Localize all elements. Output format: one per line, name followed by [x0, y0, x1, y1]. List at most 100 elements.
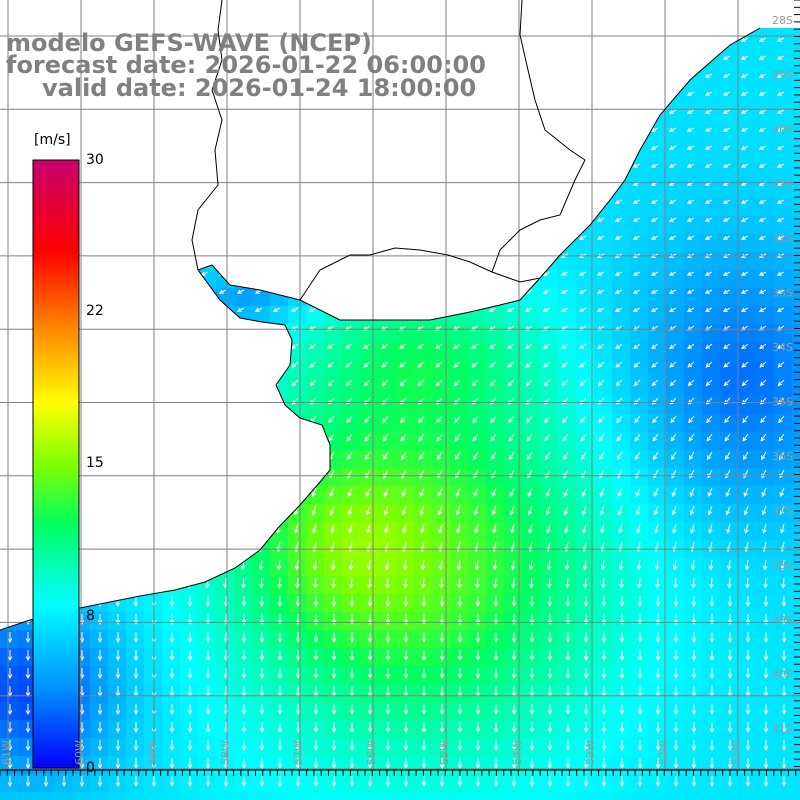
wind-arrow: [385, 758, 391, 770]
wind-speed-cell: [198, 702, 217, 721]
wind-arrow: [508, 433, 515, 442]
wind-arrow: [579, 379, 587, 387]
wind-speed-cell: [414, 504, 433, 523]
wind-speed-cell: [342, 468, 361, 487]
wind-speed-cell: [774, 666, 793, 685]
wind-speed-cell: [450, 486, 469, 505]
wind-arrow: [637, 595, 643, 608]
wind-arrow: [475, 704, 481, 716]
wind-arrow: [546, 559, 552, 571]
wind-arrow: [742, 433, 749, 442]
wind-speed-cell: [486, 684, 505, 703]
wind-arrow: [547, 668, 553, 680]
wind-speed-cell: [396, 648, 415, 667]
longitude-label: 53W: [584, 740, 597, 765]
wind-speed-cell: [612, 396, 631, 415]
wind-arrow: [565, 776, 571, 788]
wind-speed-cell: [216, 666, 235, 685]
wind-arrow: [601, 632, 607, 644]
wind-arrow: [780, 559, 786, 571]
wind-arrow: [205, 758, 211, 770]
wind-arrow: [277, 740, 283, 752]
wind-speed-cell: [378, 612, 397, 631]
wind-arrow: [456, 523, 461, 534]
wind-speed-cell: [414, 612, 433, 631]
wind-speed-cell: [486, 594, 505, 613]
wind-arrow: [725, 505, 731, 516]
latitude-label: 37S: [772, 505, 793, 518]
wind-speed-cell: [270, 666, 289, 685]
wind-speed-cell: [504, 720, 523, 739]
wind-arrow: [115, 776, 121, 788]
colorbar-tick-30: 30: [86, 152, 104, 168]
wind-speed-cell: [360, 720, 379, 739]
wind-arrow: [419, 505, 425, 516]
wind-arrow: [491, 451, 497, 461]
wind-arrow: [259, 722, 265, 734]
wind-speed-cell: [612, 702, 631, 721]
wind-speed-cell: [90, 684, 109, 703]
wind-speed-cell: [540, 792, 559, 800]
wind-arrow: [349, 668, 355, 680]
wind-arrow: [347, 505, 353, 516]
wind-arrow: [491, 505, 497, 516]
wind-arrow: [133, 650, 139, 662]
wind-arrow: [294, 559, 300, 571]
wind-arrow: [526, 415, 533, 424]
wind-speed-cell: [594, 486, 613, 505]
wind-arrow: [708, 559, 714, 571]
wind-arrow: [187, 722, 193, 734]
wind-arrow: [758, 91, 767, 96]
wind-arrow: [637, 577, 642, 589]
wind-speed-cell: [216, 774, 235, 793]
wind-arrow: [493, 704, 499, 716]
wind-speed-cell: [702, 612, 721, 631]
wind-arrow: [439, 577, 444, 589]
wind-arrow: [655, 776, 661, 788]
wind-speed-cell: [684, 594, 703, 613]
wind-speed-cell: [504, 738, 523, 757]
wind-arrow: [435, 343, 443, 350]
wind-arrow: [383, 487, 389, 498]
wind-arrow: [545, 451, 551, 461]
wind-speed-cell: [360, 648, 379, 667]
wind-arrow: [781, 650, 787, 662]
wind-arrow: [619, 632, 625, 644]
wind-arrow: [636, 523, 641, 534]
wind-arrow: [115, 632, 121, 644]
wind-speed-cell: [792, 432, 800, 451]
wind-speed-cell: [792, 576, 800, 595]
wind-speed-cell: [576, 396, 595, 415]
wind-speed-cell: [108, 684, 127, 703]
wind-speed-cell: [198, 630, 217, 649]
wind-speed-cell: [198, 738, 217, 757]
wind-speed-cell: [468, 432, 487, 451]
wind-arrow: [259, 740, 265, 752]
wind-arrow: [349, 577, 354, 589]
wind-arrow: [722, 199, 731, 204]
wind-arrow: [456, 559, 462, 571]
wind-speed-cell: [540, 684, 559, 703]
wind-arrow: [758, 217, 767, 222]
wind-arrow: [493, 722, 499, 734]
wind-arrow: [385, 595, 391, 608]
wind-speed-cell: [180, 702, 199, 721]
wind-arrow: [726, 523, 731, 534]
wind-arrow: [742, 415, 749, 424]
wind-arrow: [637, 740, 643, 752]
wind-arrow: [489, 379, 497, 387]
wind-arrow: [509, 487, 515, 498]
wind-arrow: [763, 668, 769, 680]
wind-arrow: [7, 776, 13, 788]
wind-arrow: [763, 758, 769, 770]
wind-arrow: [673, 776, 679, 788]
wind-arrow: [544, 415, 551, 424]
wind-speed-cell: [684, 504, 703, 523]
wind-arrow: [686, 271, 695, 276]
wind-speed-cell: [198, 756, 217, 775]
wind-arrow: [583, 577, 588, 589]
wind-speed-cell: [306, 378, 325, 397]
wind-speed-cell: [108, 720, 127, 739]
wind-arrow: [383, 451, 389, 461]
wind-speed-cell: [612, 666, 631, 685]
